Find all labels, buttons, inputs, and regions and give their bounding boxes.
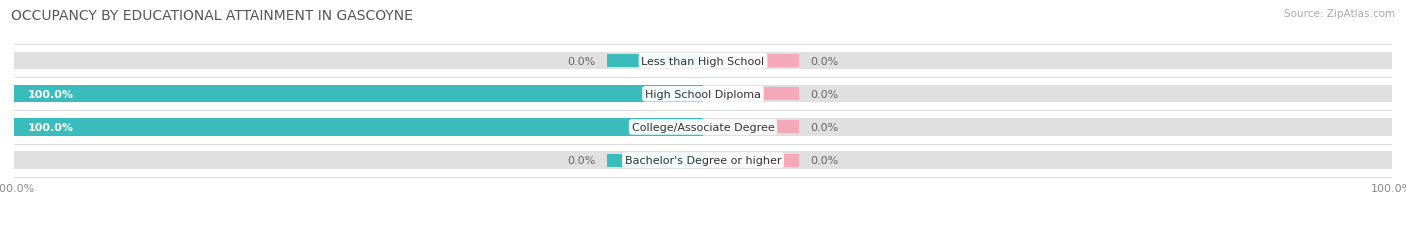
Text: OCCUPANCY BY EDUCATIONAL ATTAINMENT IN GASCOYNE: OCCUPANCY BY EDUCATIONAL ATTAINMENT IN G… (11, 9, 413, 23)
Text: 0.0%: 0.0% (810, 89, 839, 99)
Text: 0.0%: 0.0% (810, 122, 839, 132)
Text: 0.0%: 0.0% (567, 56, 596, 66)
Text: High School Diploma: High School Diploma (645, 89, 761, 99)
Bar (703, 55, 800, 68)
Bar (14, 152, 1392, 169)
Bar (14, 119, 1392, 136)
Bar (14, 119, 703, 136)
Text: College/Associate Degree: College/Associate Degree (631, 122, 775, 132)
Text: 100.0%: 100.0% (28, 122, 75, 132)
Bar (14, 53, 1392, 70)
Bar (606, 55, 703, 68)
Text: 0.0%: 0.0% (567, 155, 596, 165)
Text: Bachelor's Degree or higher: Bachelor's Degree or higher (624, 155, 782, 165)
Bar (703, 88, 800, 101)
Text: Less than High School: Less than High School (641, 56, 765, 66)
Bar (606, 154, 703, 167)
Bar (14, 86, 703, 103)
Bar (703, 121, 800, 134)
Text: 0.0%: 0.0% (810, 155, 839, 165)
Text: 100.0%: 100.0% (28, 89, 75, 99)
Text: 0.0%: 0.0% (810, 56, 839, 66)
Bar (14, 86, 1392, 103)
Text: Source: ZipAtlas.com: Source: ZipAtlas.com (1284, 9, 1395, 19)
Bar (703, 154, 800, 167)
